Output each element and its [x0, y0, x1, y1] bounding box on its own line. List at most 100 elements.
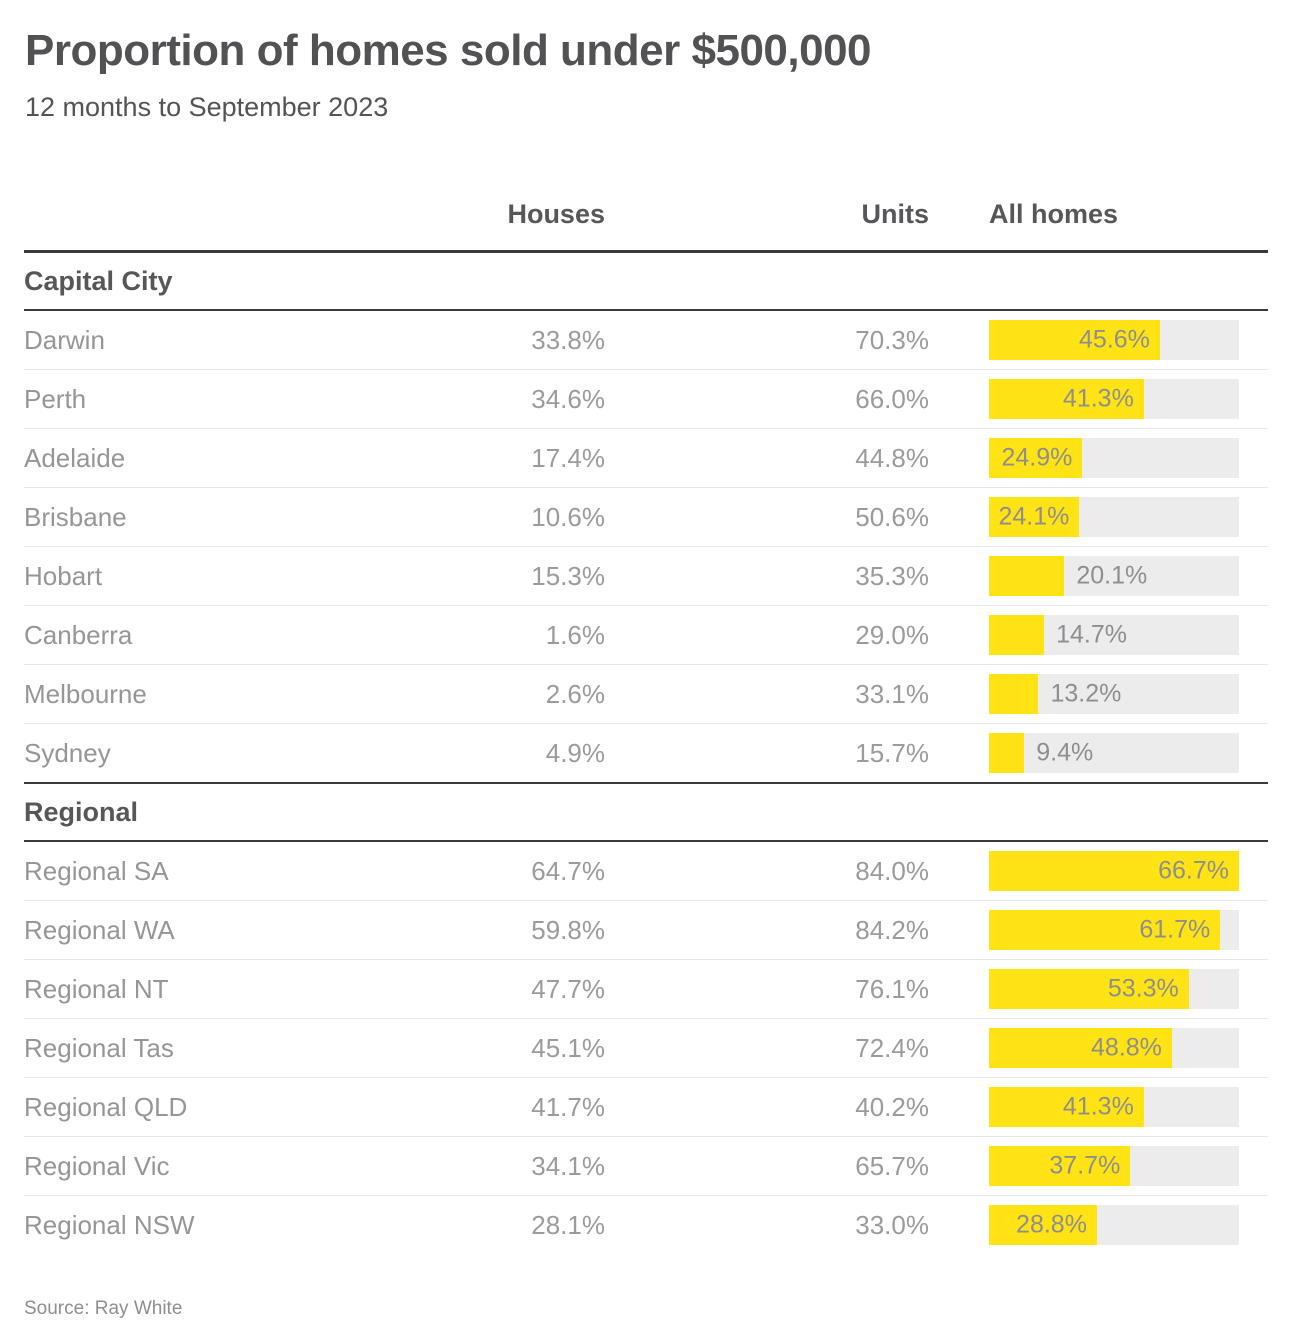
bar-value-label: 53.3% [1107, 974, 1179, 1003]
bar-track: 41.3% [989, 379, 1239, 420]
houses-value: 64.7% [531, 855, 605, 886]
all-homes-bar-cell: 45.6% [929, 320, 1239, 361]
row-label: Melbourne [24, 678, 147, 709]
table-row: Regional SA 64.7% 84.0% 66.7% [24, 842, 1268, 900]
units-value: 33.1% [855, 678, 929, 709]
row-label: Hobart [24, 560, 103, 591]
houses-value: 2.6% [545, 678, 605, 709]
bar-track: 20.1% [989, 556, 1239, 597]
row-label: Brisbane [24, 501, 127, 532]
bar-fill [989, 674, 1039, 715]
bar-fill [989, 910, 1221, 951]
bar-value-label: 28.8% [1016, 1210, 1087, 1239]
bar-track: 37.7% [989, 1146, 1239, 1187]
page-title: Proportion of homes sold under $500,000 [25, 26, 872, 75]
units-value: 33.0% [855, 1209, 929, 1240]
houses-value: 41.7% [531, 1091, 605, 1122]
page-subtitle: 12 months to September 2023 [25, 92, 389, 123]
houses-value: 34.1% [531, 1150, 605, 1181]
bar-track: 24.9% [989, 438, 1239, 479]
row-label: Regional QLD [24, 1091, 188, 1122]
all-homes-bar-cell: 13.2% [929, 674, 1239, 715]
table-row: Regional QLD 41.7% 40.2% 41.3% [24, 1077, 1268, 1136]
section-title: Capital City [24, 253, 1268, 312]
bar-value-label: 37.7% [1049, 1151, 1121, 1180]
all-homes-bar-cell: 41.3% [929, 1087, 1239, 1128]
table-row: Regional NSW 28.1% 33.0% 28.8% [24, 1195, 1268, 1254]
table-row: Regional Vic 34.1% 65.7% 37.7% [24, 1136, 1268, 1195]
bar-fill [989, 497, 1080, 538]
table-row: Melbourne 2.6% 33.1% 13.2% [24, 664, 1268, 723]
table-row: Perth 34.6% 66.0% 41.3% [24, 369, 1268, 428]
all-homes-column-header: All homes [989, 199, 1119, 230]
bar-track: 9.4% [989, 733, 1239, 774]
units-value: 65.7% [855, 1150, 929, 1181]
bar-value-label: 24.1% [998, 502, 1070, 531]
table-row: Darwin 33.8% 70.3% 45.6% [24, 311, 1268, 369]
bar-fill [989, 1028, 1172, 1069]
bar-fill [989, 1087, 1144, 1128]
source-note: Source: Ray White [24, 1298, 183, 1320]
row-label: Perth [24, 383, 87, 414]
bar-value-label: 14.7% [1056, 620, 1127, 649]
bar-track: 13.2% [989, 674, 1239, 715]
houses-value: 47.7% [531, 973, 605, 1004]
houses-value: 1.6% [545, 619, 605, 650]
section-rows: Regional SA 64.7% 84.0% 66.7% Regional W… [24, 842, 1268, 1254]
units-value: 84.2% [855, 914, 929, 945]
units-value: 29.0% [855, 619, 929, 650]
houses-value: 15.3% [531, 560, 605, 591]
table-row: Hobart 15.3% 35.3% 20.1% [24, 546, 1268, 605]
bar-value-label: 61.7% [1139, 915, 1211, 944]
all-homes-bar-cell: 53.3% [929, 969, 1239, 1010]
row-label: Regional Tas [24, 1032, 174, 1063]
table-row: Regional Tas 45.1% 72.4% 48.8% [24, 1018, 1268, 1077]
houses-value: 17.4% [531, 442, 605, 473]
units-column-header: Units [861, 199, 930, 230]
bar-value-label: 45.6% [1079, 325, 1150, 354]
table-row: Regional WA 59.8% 84.2% 61.7% [24, 900, 1268, 959]
units-value: 76.1% [855, 973, 929, 1004]
bar-value-label: 24.9% [1001, 443, 1073, 472]
bar-fill [989, 615, 1045, 656]
bar-track: 41.3% [989, 1087, 1239, 1128]
bar-fill [989, 1205, 1097, 1246]
all-homes-bar-cell: 66.7% [929, 851, 1239, 892]
table-row: Regional NT 47.7% 76.1% 53.3% [24, 959, 1268, 1018]
all-homes-bar-cell: 48.8% [929, 1028, 1239, 1069]
bar-fill [989, 733, 1025, 774]
bar-fill [989, 320, 1160, 361]
table-header-row: Houses Units All homes [24, 123, 1268, 254]
houses-value: 34.6% [531, 383, 605, 414]
table-row: Adelaide 17.4% 44.8% 24.9% [24, 428, 1268, 487]
units-value: 66.0% [855, 383, 929, 414]
table-section: Capital City Darwin 33.8% 70.3% 45.6% Pe… [24, 253, 1268, 782]
all-homes-bar-cell: 20.1% [929, 556, 1239, 597]
bar-fill [989, 379, 1144, 420]
table-row: Brisbane 10.6% 50.6% 24.1% [24, 487, 1268, 546]
row-label: Regional NSW [24, 1209, 195, 1240]
bar-value-label: 66.7% [1158, 856, 1229, 885]
bar-fill [989, 556, 1065, 597]
row-label: Regional WA [24, 914, 175, 945]
all-homes-bar-cell: 24.9% [929, 438, 1239, 479]
table-row: Canberra 1.6% 29.0% 14.7% [24, 605, 1268, 664]
bar-track: 45.6% [989, 320, 1239, 361]
houses-value: 59.8% [531, 914, 605, 945]
units-value: 40.2% [855, 1091, 929, 1122]
houses-value: 33.8% [531, 324, 605, 355]
row-label: Darwin [24, 324, 105, 355]
bar-value-label: 41.3% [1062, 384, 1134, 413]
units-value: 35.3% [855, 560, 929, 591]
row-label: Adelaide [24, 442, 126, 473]
bar-track: 24.1% [989, 497, 1239, 538]
bar-track: 53.3% [989, 969, 1239, 1010]
table-section: Regional Regional SA 64.7% 84.0% 66.7% R… [24, 782, 1268, 1254]
bar-value-label: 9.4% [1036, 738, 1094, 767]
all-homes-bar-cell: 28.8% [929, 1205, 1239, 1246]
bar-value-label: 48.8% [1091, 1033, 1162, 1062]
all-homes-bar-cell: 14.7% [929, 615, 1239, 656]
bar-fill [989, 851, 1239, 892]
row-label: Regional Vic [24, 1150, 170, 1181]
